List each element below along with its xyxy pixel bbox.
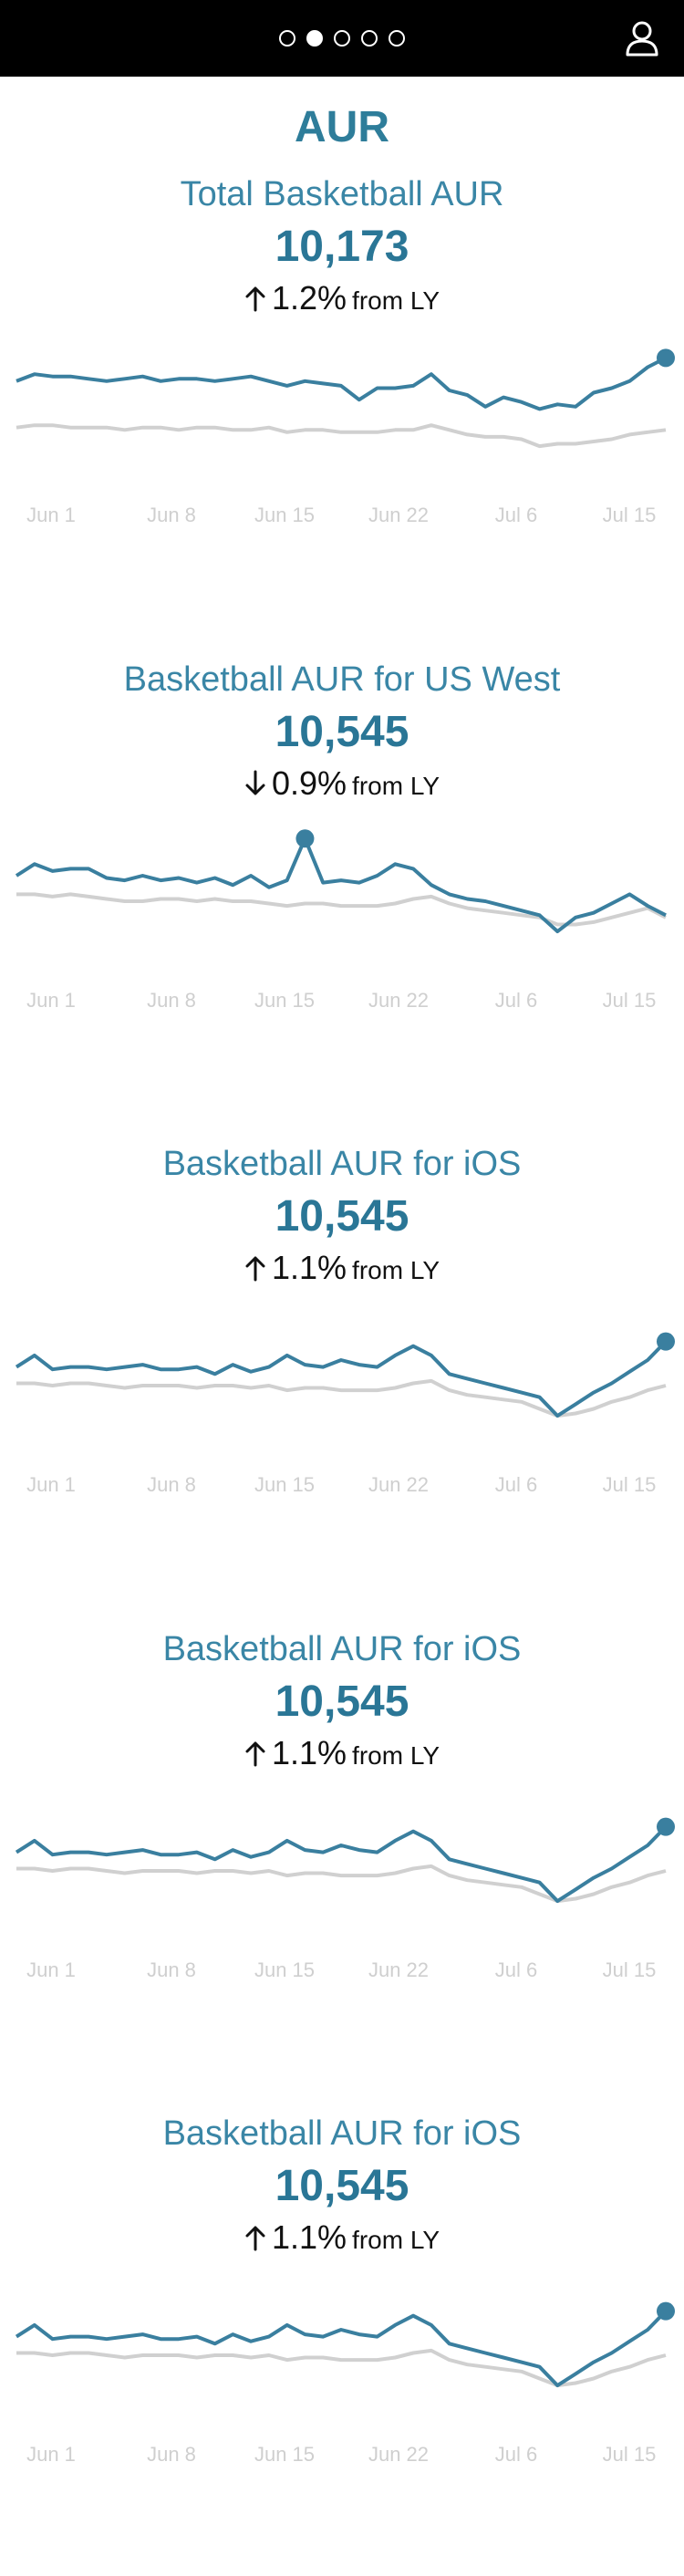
series-line-current: [16, 356, 667, 411]
highlight-point[interactable]: [657, 348, 675, 368]
x-tick-label: Jul 15: [603, 504, 657, 526]
x-tick-label: Jun 1: [26, 1473, 76, 1496]
metric-title: Basketball AUR for US West: [123, 660, 561, 699]
x-tick-label: Jun 1: [26, 504, 76, 526]
page-indicator[interactable]: [279, 30, 405, 47]
x-tick-label: Jun 8: [147, 1958, 196, 1981]
top-bar: [0, 0, 684, 77]
x-tick-label: Jun 8: [147, 2443, 196, 2466]
line-chart[interactable]: Jun 1 Jun 8 Jun 15 Jun 22 Jul 6 Jul 15: [0, 330, 684, 540]
x-tick-label: Jun 22: [368, 1473, 429, 1496]
highlight-point[interactable]: [657, 1332, 675, 1351]
change-suffix: from LY: [352, 1741, 440, 1770]
metric-value: 10,545: [275, 1678, 409, 1726]
x-tick-label: Jun 1: [26, 1958, 76, 1981]
x-tick-label: Jun 15: [254, 2443, 315, 2466]
highlight-point[interactable]: [657, 1817, 675, 1836]
line-chart[interactable]: Jun 1 Jun 8 Jun 15 Jun 22 Jul 6 Jul 15: [0, 2270, 684, 2479]
highlight-point[interactable]: [295, 829, 315, 848]
change-suffix: from LY: [352, 286, 440, 315]
x-tick-label: Jun 15: [254, 989, 315, 1012]
x-tick-label: Jun 15: [254, 1473, 315, 1496]
x-tick-label: Jun 1: [26, 2443, 76, 2466]
metric-card[interactable]: Basketball AUR for US West 10,545 0.9% from…: [0, 660, 684, 1025]
arrow-up-icon: [245, 2226, 265, 2251]
metric-change: 0.9% from LY: [0, 764, 684, 803]
x-tick-label: Jul 6: [495, 2443, 537, 2466]
change-percent: 1.1%: [271, 2218, 347, 2256]
highlight-point[interactable]: [657, 2301, 675, 2321]
line-chart[interactable]: Jun 1 Jun 8 Jun 15 Jun 22 Jul 6 Jul 15: [0, 1300, 684, 1510]
series-line-last-year: [16, 892, 667, 927]
page-dot-1[interactable]: [279, 30, 295, 47]
x-tick-label: Jul 15: [603, 2443, 657, 2466]
metric-change: 1.1% from LY: [0, 1734, 684, 1772]
metric-card[interactable]: Basketball AUR for iOS 10,545 1.1% from LY J…: [0, 2114, 684, 2479]
x-tick-label: Jun 15: [254, 504, 315, 526]
series-line-current: [15, 1340, 668, 1418]
arrow-up-icon: [245, 286, 265, 312]
x-tick-label: Jun 15: [254, 1958, 315, 1981]
line-chart[interactable]: Jun 1 Jun 8 Jun 15 Jun 22 Jul 6 Jul 15: [0, 815, 684, 1025]
x-tick-label: Jul 6: [495, 1473, 537, 1496]
metric-card[interactable]: Basketball AUR for iOS 10,545 1.1% from LY J…: [0, 1145, 684, 1510]
x-tick-label: Jun 22: [368, 989, 429, 1012]
series-line-current: [15, 836, 667, 934]
x-tick-label: Jun 22: [368, 1958, 429, 1981]
arrow-up-icon: [245, 1741, 265, 1767]
change-percent: 1.2%: [271, 279, 347, 317]
page-dot-4[interactable]: [361, 30, 378, 47]
x-tick-label: Jul 6: [495, 1958, 537, 1981]
page-dot-2-active[interactable]: [306, 30, 323, 47]
series-line-current: [15, 2310, 668, 2388]
metric-title: Basketball AUR for iOS: [162, 2114, 522, 2153]
x-tick-label: Jul 6: [495, 504, 537, 526]
metric-change: 1.1% from LY: [0, 1249, 684, 1287]
metric-title: Basketball AUR for iOS: [162, 1145, 522, 1183]
series-line-current: [15, 1825, 668, 1904]
user-icon[interactable]: [624, 18, 660, 58]
metric-card[interactable]: Basketball AUR for iOS 10,545 1.1% from LY J…: [0, 1630, 684, 1995]
change-suffix: from LY: [352, 772, 440, 800]
x-tick-label: Jun 8: [147, 1473, 196, 1496]
metric-change: 1.2% from LY: [0, 279, 684, 317]
metric-title: Total Basketball AUR: [180, 175, 504, 213]
page-dot-3[interactable]: [334, 30, 350, 47]
metric-value: 10,545: [275, 1192, 409, 1241]
change-percent: 1.1%: [271, 1249, 347, 1286]
page-title: AUR: [295, 103, 389, 151]
x-tick-label: Jul 6: [495, 989, 537, 1012]
x-tick-label: Jul 15: [603, 1473, 657, 1496]
series-line-last-year: [16, 423, 667, 449]
x-tick-label: Jul 15: [603, 1958, 657, 1981]
arrow-down-icon: [245, 770, 265, 795]
metric-card[interactable]: Total Basketball AUR 10,173 1.2% from LY Jun…: [0, 175, 684, 540]
x-tick-label: Jun 8: [147, 504, 196, 526]
change-percent: 1.1%: [271, 1734, 347, 1771]
line-chart[interactable]: Jun 1 Jun 8 Jun 15 Jun 22 Jul 6 Jul 15: [0, 1785, 684, 1995]
x-tick-label: Jun 22: [368, 504, 429, 526]
change-suffix: from LY: [352, 2226, 440, 2254]
metric-value: 10,173: [275, 223, 409, 271]
x-tick-label: Jul 15: [603, 989, 657, 1012]
x-tick-label: Jun 8: [147, 989, 196, 1012]
x-tick-label: Jun 1: [26, 989, 76, 1012]
change-suffix: from LY: [352, 1256, 440, 1284]
change-percent: 0.9%: [271, 764, 347, 802]
x-tick-label: Jun 22: [368, 2443, 429, 2466]
metric-change: 1.1% from LY: [0, 2218, 684, 2257]
page-dot-5[interactable]: [389, 30, 405, 47]
metric-title: Basketball AUR for iOS: [162, 1630, 522, 1668]
metric-value: 10,545: [275, 2162, 409, 2210]
arrow-up-icon: [245, 1256, 265, 1282]
metric-value: 10,545: [275, 708, 409, 756]
